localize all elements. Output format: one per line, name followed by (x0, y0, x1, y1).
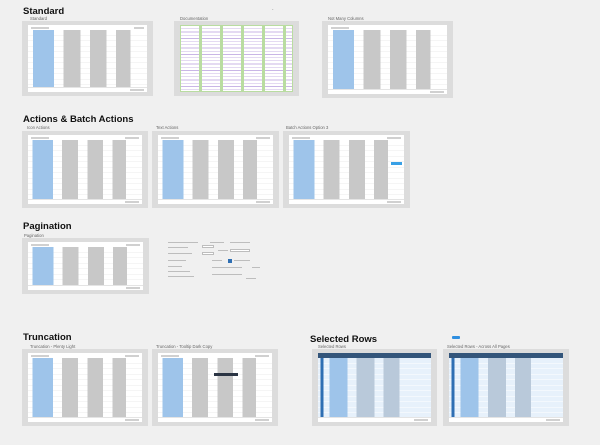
table-mock (158, 353, 272, 422)
frame-standard[interactable] (22, 21, 153, 96)
frame-label-truncation-plenty-light: Truncation - Plenty Light (30, 344, 76, 349)
section-title-standard: Standard (23, 6, 65, 17)
section-title-pagination: Pagination (23, 221, 72, 232)
batch-action-highlight (391, 162, 402, 165)
table-rows-selected (318, 358, 431, 418)
frame-truncation-plenty-light[interactable] (22, 349, 148, 426)
table-mock (289, 135, 404, 204)
table-rows (28, 247, 143, 286)
section-title-truncation: Truncation (23, 332, 72, 343)
frame-label-standard: Standard (30, 16, 47, 21)
frame-label-batch-actions-option-3: Batch Actions Option 3 (286, 125, 329, 130)
frame-not-many-columns[interactable] (322, 21, 453, 98)
frame-label-selected-rows: Selected Rows (318, 344, 346, 349)
truncation-tooltip (214, 373, 238, 376)
table-rows (28, 358, 142, 418)
pagination-current-page (228, 259, 232, 263)
table-rows (328, 30, 447, 90)
frame-label-icon-actions: Icon Actions (27, 125, 50, 130)
frame-truncation-tooltip-dark-copy[interactable] (152, 349, 278, 426)
table-rows (158, 358, 272, 418)
table-rows (289, 140, 404, 200)
frame-selected-rows-across-all-pages[interactable] (443, 349, 569, 426)
frame-batch-actions-option-3[interactable] (283, 131, 410, 208)
frame-text-actions[interactable] (152, 131, 279, 208)
table-rows (28, 30, 147, 88)
selection-indicator (452, 336, 460, 339)
table-header-dark (318, 353, 431, 358)
frame-label-pagination: Pagination (24, 233, 44, 238)
table-mock (328, 25, 447, 94)
table-mock (28, 242, 143, 290)
frame-label-not-many-columns: Not Many Columns (328, 16, 364, 21)
table-mock (28, 353, 142, 422)
frame-label-text-actions: Text Actions (156, 125, 179, 130)
table-rows (158, 140, 273, 200)
section-title-selected-rows: Selected Rows (310, 334, 378, 345)
frame-selected-rows[interactable] (312, 349, 437, 426)
frame-pagination[interactable] (22, 238, 149, 294)
table-rows (28, 140, 142, 200)
frame-label-truncation-tooltip-dark-copy: Truncation - Tooltip Dark Copy (156, 344, 213, 349)
frame-documentation[interactable] (174, 21, 299, 96)
table-mock (28, 25, 147, 92)
table-mock (158, 135, 273, 204)
table-mock (449, 353, 563, 422)
table-mock (318, 353, 431, 422)
table-header-dark (449, 353, 563, 358)
frame-label-documentation: Documentation (180, 16, 209, 21)
table-mock (28, 135, 142, 204)
section-title-actions: Actions & Batch Actions (23, 114, 134, 125)
table-rows-selected (449, 358, 563, 418)
pagination-spec-group (168, 240, 268, 285)
documentation-mock (180, 25, 293, 92)
decor-dash: - (272, 7, 274, 12)
frame-icon-actions[interactable] (22, 131, 148, 208)
frame-label-selected-rows-across-all-pages: Selected Rows - Across All Pages (447, 344, 510, 349)
